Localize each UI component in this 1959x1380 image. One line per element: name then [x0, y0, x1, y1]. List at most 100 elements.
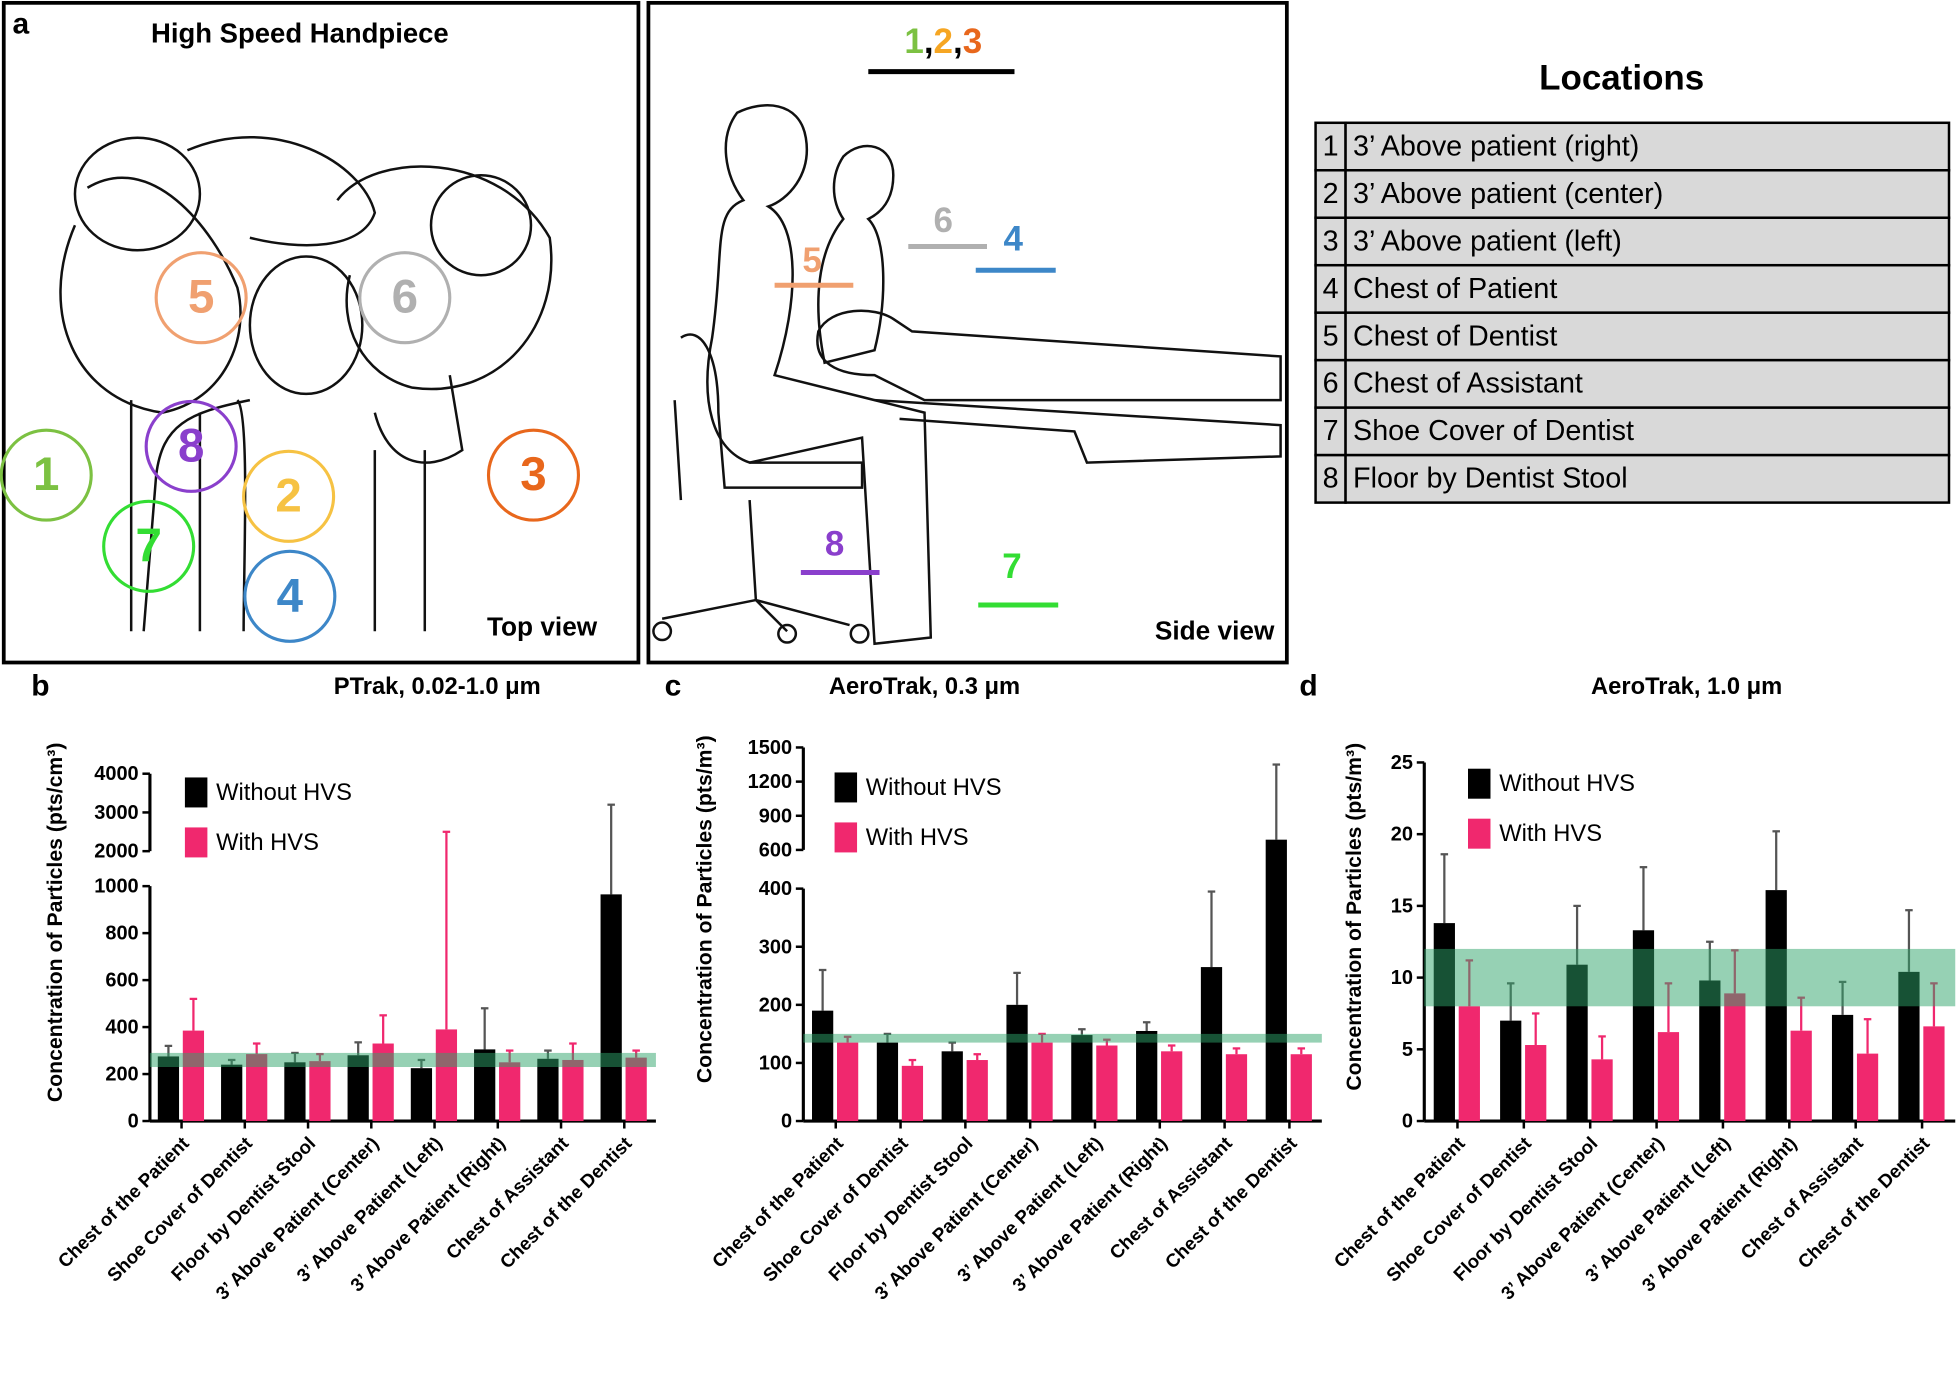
bar: [347, 1055, 369, 1122]
legend-label: Without HVS: [216, 780, 352, 806]
panel-label: a: [12, 7, 29, 40]
location-circle: [358, 251, 452, 345]
table-number: 4: [1323, 273, 1339, 305]
y-tick-label: 600: [105, 970, 138, 992]
reference-band: [1424, 948, 1956, 1007]
table-number: 7: [1323, 415, 1339, 447]
arm-outline: [186, 135, 377, 247]
legend-swatch: [834, 772, 858, 803]
table-title: Locations: [1539, 59, 1704, 98]
table-text: 3’ Above patient (center): [1353, 178, 1663, 210]
locations-table: 1 3’ Above patient (right) 2 3’ Above patie…: [1314, 121, 1951, 504]
bar: [1200, 967, 1223, 1122]
y-axis-label: Concentration of Particles (pts/m³): [1343, 743, 1366, 1091]
assistant-outline: [817, 144, 895, 365]
y-axis-label: Concentration of Particles (pts/m³): [693, 735, 716, 1083]
bar: [812, 1010, 834, 1122]
panel-label: b: [31, 669, 49, 702]
y-tick-label: 100: [759, 1052, 792, 1074]
chart-title: AeroTrak, 1.0 μm: [1591, 674, 1782, 700]
bar: [600, 894, 622, 1122]
x-tick-label: Chest of the Patient: [1330, 1132, 1470, 1272]
chart-title: AeroTrak, 0.3 μm: [829, 674, 1020, 700]
location-label-part: 1: [904, 22, 923, 61]
bar: [562, 1059, 584, 1122]
x-tick-label: Chest of Assistant: [1105, 1132, 1236, 1263]
table-number: 8: [1323, 463, 1339, 495]
bar: [1006, 1004, 1028, 1122]
arm-outline: [373, 374, 464, 464]
location-circle: [154, 251, 248, 345]
body-outline: [59, 176, 242, 414]
dentist-outline: [706, 104, 933, 646]
bar: [309, 1061, 331, 1122]
y-tick-label: 5: [1402, 1039, 1413, 1061]
bar: [1290, 1054, 1312, 1122]
location-label: 1: [33, 448, 59, 501]
location-label: 3: [520, 448, 546, 501]
bar: [1031, 1042, 1053, 1122]
bar: [435, 1029, 458, 1122]
table-text: 3’ Above patient (right): [1353, 130, 1639, 162]
location-label: 4: [277, 569, 304, 622]
x-tick-label: Chest of Assistant: [442, 1132, 573, 1263]
x-tick-label: Chest of the Dentist: [1793, 1132, 1934, 1273]
location-label: 5: [188, 271, 214, 324]
bar: [1790, 1030, 1812, 1122]
y-tick-label: 15: [1391, 895, 1413, 917]
table-number: 1: [1323, 130, 1339, 162]
wheel: [652, 621, 673, 642]
location-label: 2: [275, 469, 301, 522]
bar: [966, 1060, 988, 1122]
bar: [1265, 839, 1287, 1122]
legend-label: With HVS: [866, 825, 969, 851]
table-cell: [1344, 263, 1951, 314]
location-label: 1,2,3: [904, 22, 982, 61]
bar: [246, 1054, 268, 1122]
location-label-part: 2: [934, 22, 953, 61]
y-tick-label: 400: [759, 878, 792, 900]
table-cell: [1314, 311, 1347, 362]
location-label: 6: [392, 271, 418, 324]
panel-title: High Speed Handpiece: [151, 18, 449, 49]
y-tick-label: 10: [1391, 967, 1413, 989]
location-label-part: ,: [924, 22, 934, 61]
table-text: Shoe Cover of Dentist: [1353, 415, 1634, 447]
bar: [1923, 1026, 1945, 1122]
x-tick-label: Chest of the Dentist: [1161, 1132, 1302, 1273]
top-view-sketch: [59, 135, 553, 632]
bar: [221, 1064, 243, 1122]
stool-outline: [661, 333, 864, 633]
table-cell: [1344, 453, 1951, 504]
panel-label: c: [665, 669, 682, 702]
y-tick-label: 400: [105, 1017, 138, 1039]
y-tick-label: 300: [759, 936, 792, 958]
table-cell: [1344, 358, 1951, 409]
y-tick-label: 4000: [94, 763, 138, 785]
location-label: 6: [934, 201, 953, 240]
chair-outline: [874, 398, 1282, 464]
y-tick-label: 1500: [748, 737, 792, 759]
bar: [1898, 971, 1920, 1122]
bar: [1591, 1059, 1613, 1122]
y-tick-label: 200: [759, 994, 792, 1016]
bar: [1525, 1045, 1547, 1122]
bar: [941, 1051, 963, 1122]
bar: [1724, 993, 1746, 1122]
bar: [1856, 1053, 1879, 1122]
side-view-frame: [646, 0, 1289, 665]
bar: [499, 1062, 521, 1122]
table-cell: [1314, 406, 1347, 457]
y-tick-label: 600: [759, 839, 792, 861]
bar: [876, 1042, 899, 1122]
location-label-part: ,: [953, 22, 963, 61]
bar: [1161, 1051, 1183, 1122]
location-circle: [144, 399, 238, 493]
location-circle: [242, 449, 336, 543]
bar: [1699, 980, 1721, 1122]
legend-label: With HVS: [1499, 821, 1602, 847]
chart-title: PTrak, 0.02-1.0 μm: [334, 674, 541, 700]
panel-label: d: [1299, 669, 1317, 702]
legend-swatch: [1468, 768, 1491, 799]
charts: b PTrak, 0.02-1.0 μm Concentration of Part…: [31, 669, 1956, 1304]
